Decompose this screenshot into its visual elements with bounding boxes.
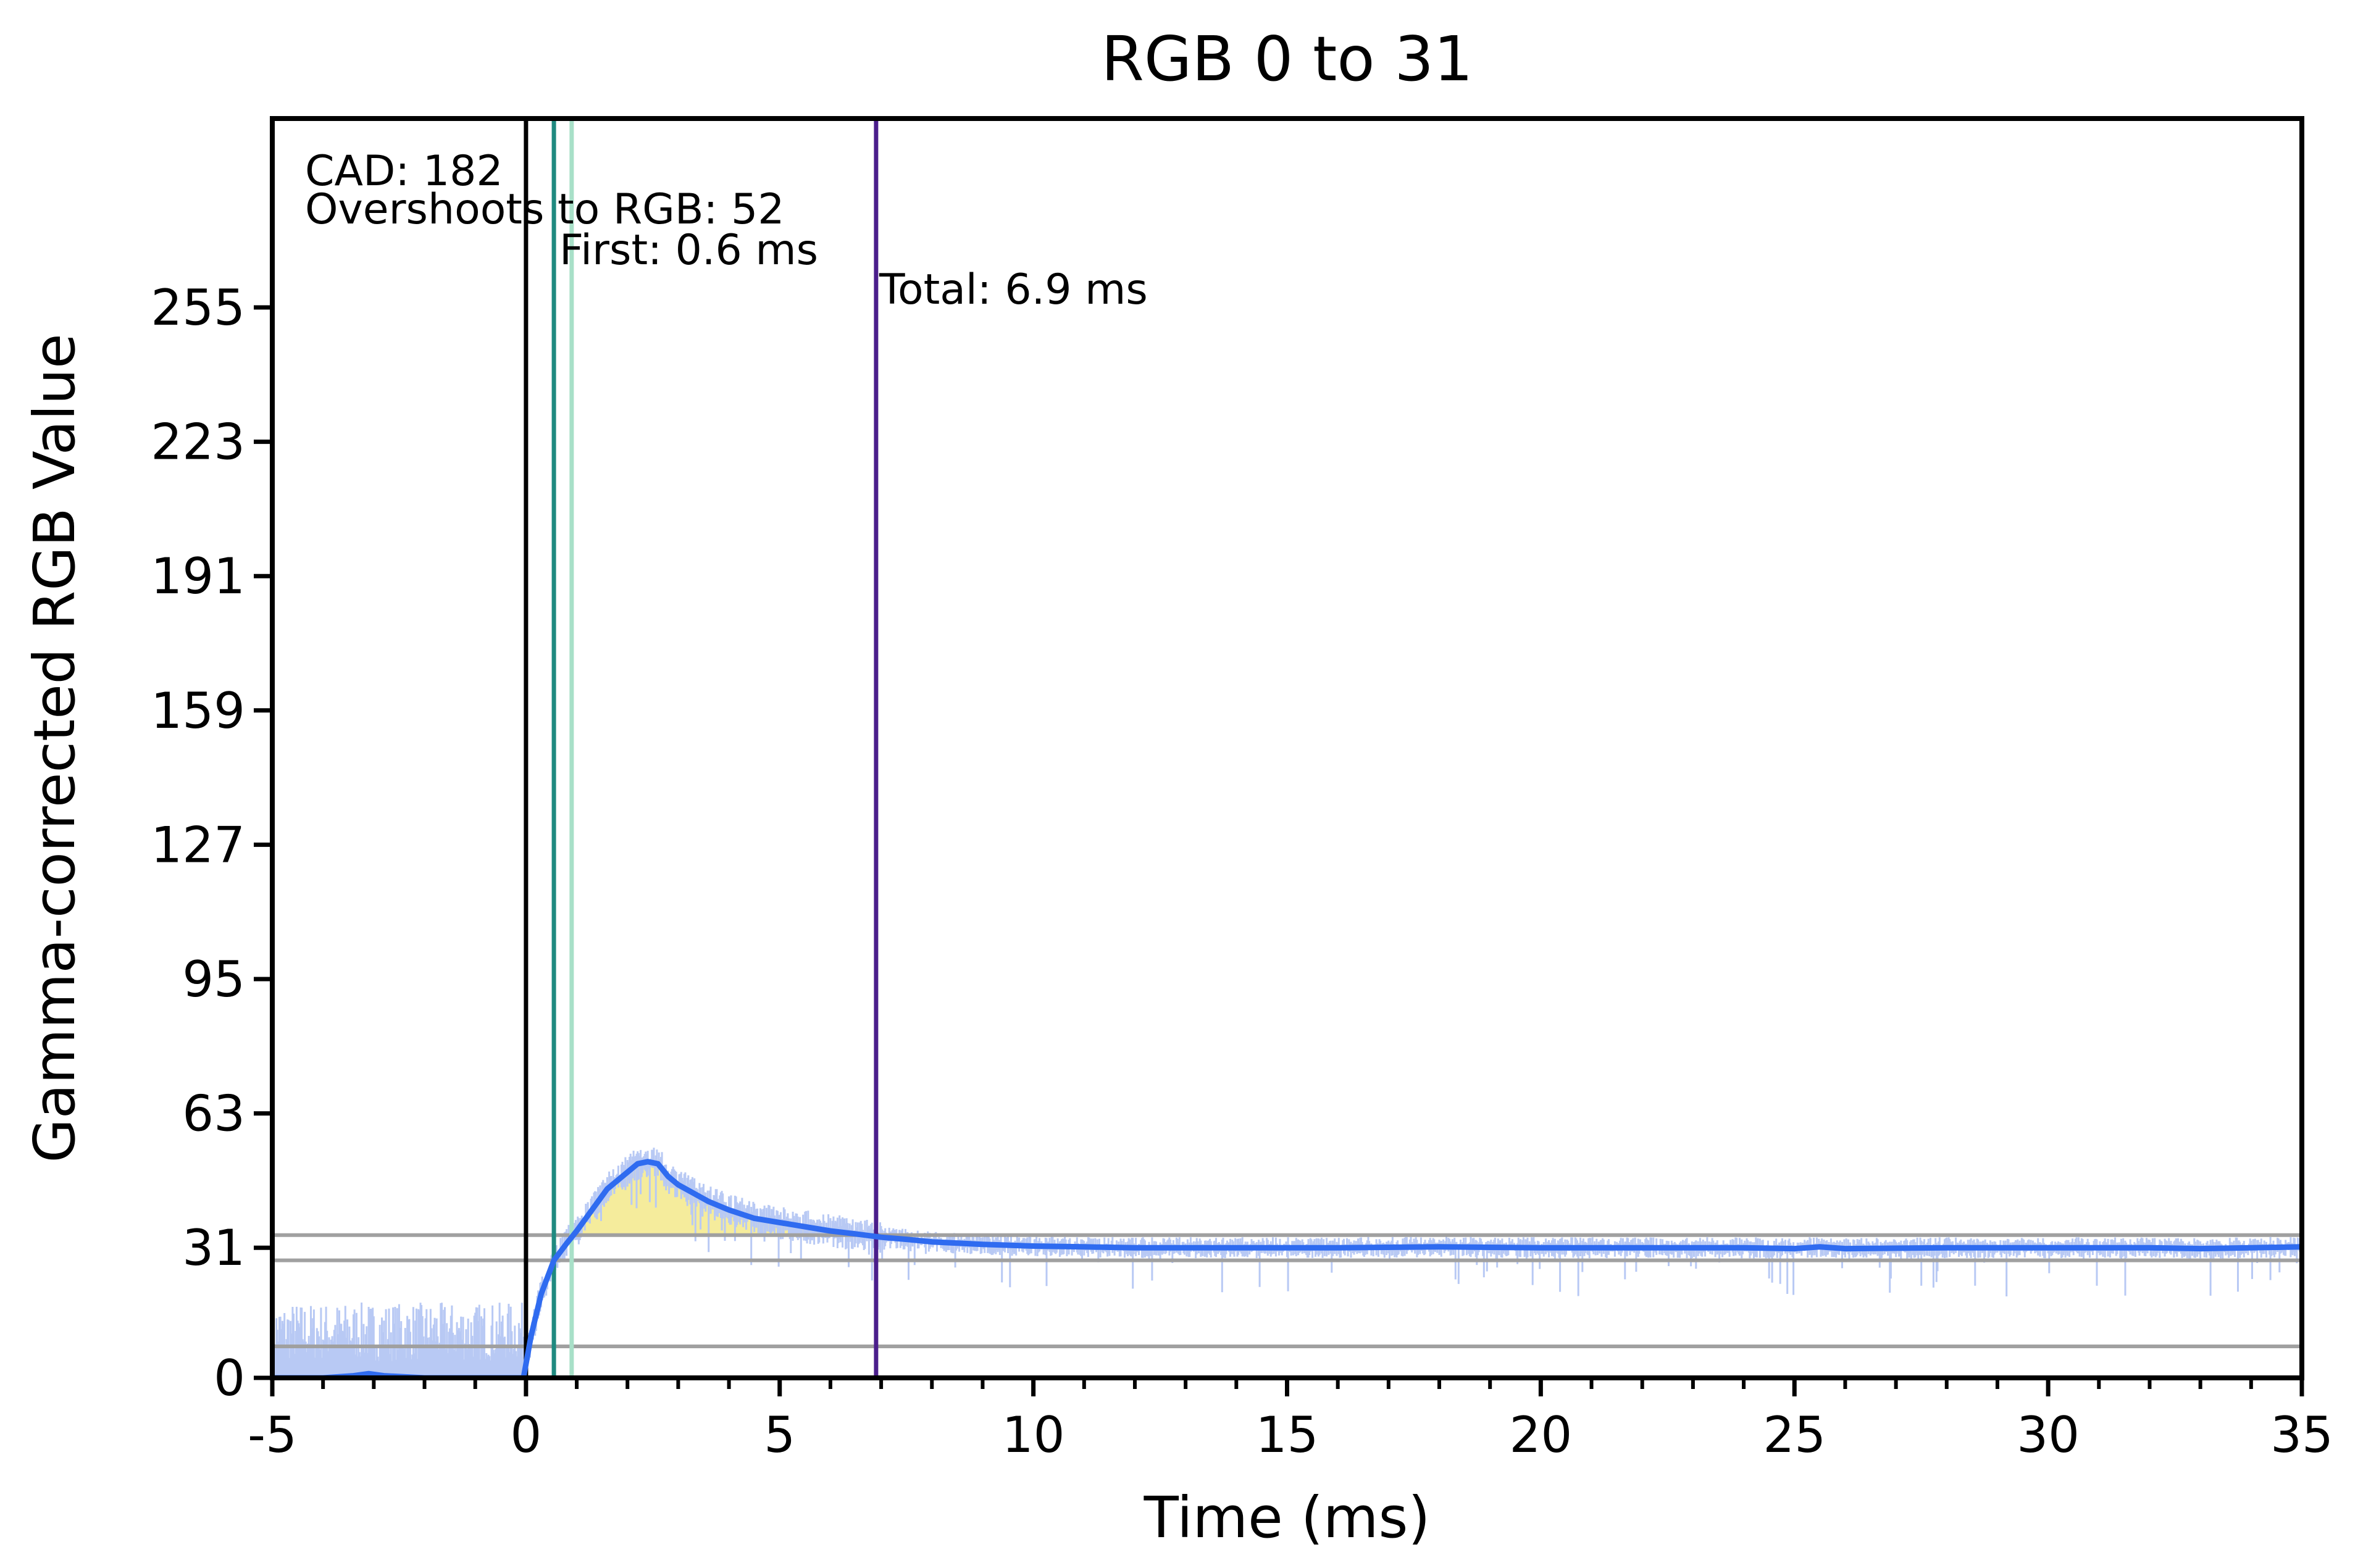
annotation-total-time: Total: 6.9 ms [879,265,1148,314]
x-tick-label: 25 [1763,1406,1826,1464]
x-axis-label: Time (ms) [1144,1485,1431,1551]
chart-title: RGB 0 to 31 [1101,23,1473,95]
x-tick-label: 20 [1509,1406,1572,1464]
y-tick-label: 95 [182,951,245,1008]
y-tick-label: 127 [151,816,245,874]
plot-layers [272,119,2302,1378]
y-tick-label: 63 [182,1085,245,1143]
x-tick-label: 30 [2017,1406,2080,1464]
annotation-overshoot: Overshoots to RGB: 52 [305,185,785,234]
y-tick-label: 0 [214,1349,245,1407]
x-tick-label: 15 [1256,1406,1319,1464]
x-tick-label: 35 [2270,1406,2333,1464]
y-tick-label: 255 [151,279,245,336]
x-tick-label: 10 [1002,1406,1065,1464]
annotation-first-time: First: 0.6 ms [559,226,818,275]
y-tick-label: 159 [151,682,245,740]
y-tick-label: 191 [151,548,245,605]
x-tick-label: 5 [764,1406,795,1464]
x-tick-label: 0 [510,1406,542,1464]
y-axis-label: Gamma-corrected RGB Value [22,333,88,1162]
series-line [272,1159,2302,1378]
annotation-cad: CAD: 182 [305,147,503,196]
x-tick-label: -5 [248,1406,297,1464]
plot-area [272,119,2302,1378]
y-tick-label: 31 [182,1219,245,1277]
y-tick-label: 223 [151,414,245,471]
